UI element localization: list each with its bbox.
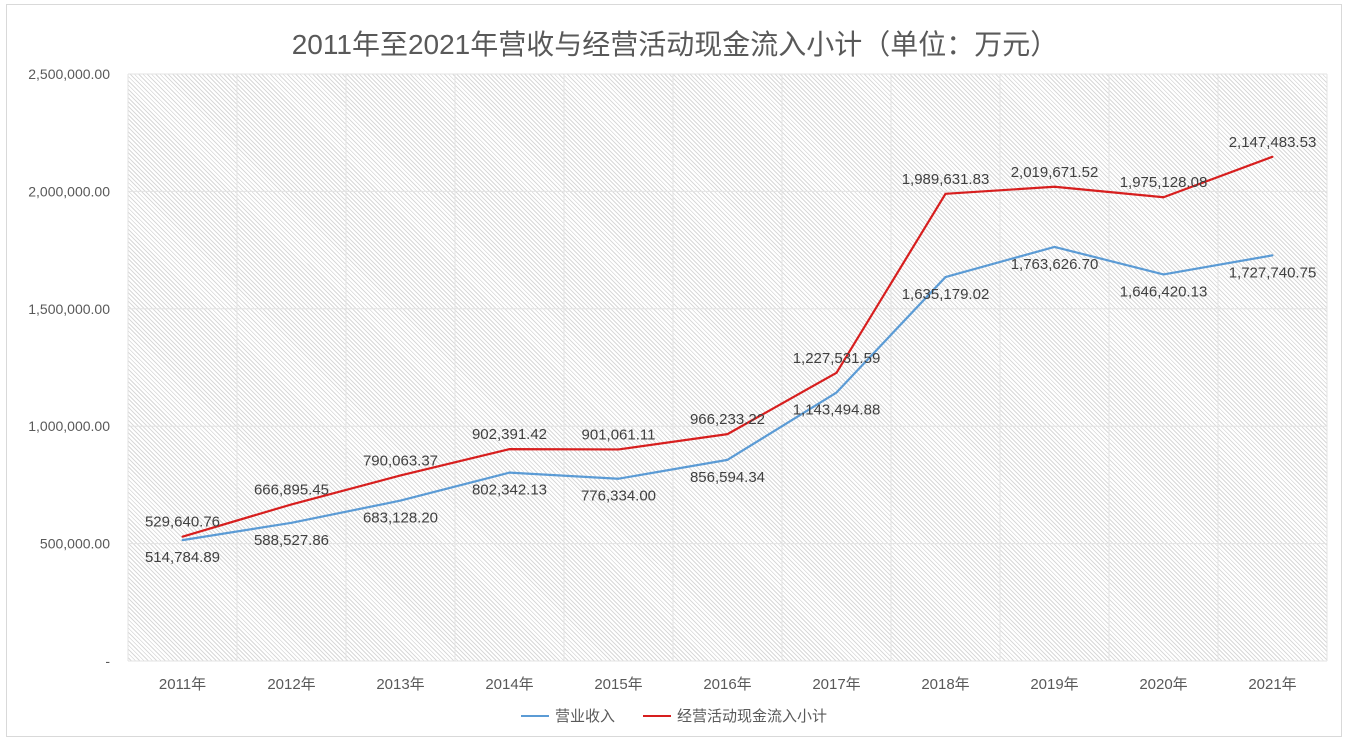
data-label: 1,143,494.88 <box>793 402 881 419</box>
data-point <box>617 477 620 480</box>
data-point <box>399 474 402 477</box>
data-point <box>835 371 838 374</box>
data-label: 1,646,420.13 <box>1120 283 1208 300</box>
y-tick-label: 500,000.00 <box>40 536 110 552</box>
x-tick-label: 2020年 <box>1139 676 1187 693</box>
data-label: 802,342.13 <box>472 482 547 499</box>
x-tick-label: 2019年 <box>1030 676 1078 693</box>
y-tick-label: 2,500,000.00 <box>28 66 110 82</box>
chart-title: 2011年至2021年营收与经营活动现金流入小计（单位：万元） <box>291 29 1059 60</box>
x-tick-label: 2011年 <box>159 676 206 693</box>
legend: 营业收入 经营活动现金流入小计 <box>0 705 1348 726</box>
x-tick-label: 2021年 <box>1248 676 1296 693</box>
legend-item-revenue: 营业收入 <box>520 705 615 726</box>
y-tick-label: - <box>105 653 110 669</box>
data-point <box>1053 245 1056 248</box>
data-label: 856,594.34 <box>690 469 765 486</box>
x-tick-label: 2018年 <box>921 676 969 693</box>
legend-item-cash-inflow: 经营活动现金流入小计 <box>643 705 827 726</box>
data-point <box>290 521 293 524</box>
data-label: 776,334.00 <box>581 488 656 505</box>
data-point <box>1271 254 1274 257</box>
data-label: 529,640.76 <box>145 514 220 531</box>
data-point <box>835 391 838 394</box>
data-point <box>181 539 184 542</box>
data-point <box>508 471 511 474</box>
data-label: 966,233.22 <box>690 411 765 428</box>
data-label: 790,063.37 <box>363 452 438 469</box>
data-point <box>726 433 729 436</box>
data-label: 683,128.20 <box>363 510 438 527</box>
data-label: 1,727,740.75 <box>1229 264 1317 281</box>
y-tick-label: 2,000,000.00 <box>28 183 110 199</box>
data-label: 2,019,671.52 <box>1011 164 1099 181</box>
data-label: 514,784.89 <box>145 549 220 566</box>
legend-swatch <box>643 714 671 717</box>
data-point <box>1053 185 1056 188</box>
legend-label: 营业收入 <box>554 708 615 725</box>
x-tick-label: 2012年 <box>267 676 315 693</box>
data-point <box>617 448 620 451</box>
x-tick-label: 2014年 <box>485 676 533 693</box>
plot-area <box>128 74 1327 661</box>
data-point <box>1162 273 1165 276</box>
data-label: 1,975,128.08 <box>1120 174 1208 191</box>
x-tick-label: 2013年 <box>376 676 424 693</box>
data-label: 2,147,483.53 <box>1229 134 1317 151</box>
data-label: 902,391.42 <box>472 426 547 443</box>
data-label: 1,227,531.59 <box>793 350 881 367</box>
y-tick-label: 1,500,000.00 <box>28 301 110 317</box>
x-tick-label: 2016年 <box>703 676 751 693</box>
y-tick-label: 1,000,000.00 <box>28 418 110 434</box>
legend-swatch <box>520 714 549 717</box>
data-point <box>508 448 511 451</box>
data-label: 666,895.45 <box>254 481 329 498</box>
chart-frame: 2011年至2021年营收与经营活动现金流入小计（单位：万元） <box>6 4 1342 737</box>
data-point <box>726 458 729 461</box>
data-label: 1,763,626.70 <box>1011 256 1099 273</box>
legend-label: 经营活动现金流入小计 <box>677 708 828 725</box>
data-label: 1,989,631.83 <box>902 171 990 188</box>
data-label: 901,061.11 <box>582 426 656 443</box>
x-tick-label: 2015年 <box>594 676 642 693</box>
data-point <box>1271 155 1274 158</box>
data-point <box>181 535 184 538</box>
x-tick-label: 2017年 <box>812 676 860 693</box>
data-point <box>944 276 947 279</box>
data-label: 1,635,179.02 <box>902 286 990 303</box>
data-point <box>290 503 293 506</box>
data-point <box>1162 196 1165 199</box>
data-point <box>944 192 947 195</box>
data-point <box>399 499 402 502</box>
data-label: 588,527.86 <box>254 532 329 549</box>
